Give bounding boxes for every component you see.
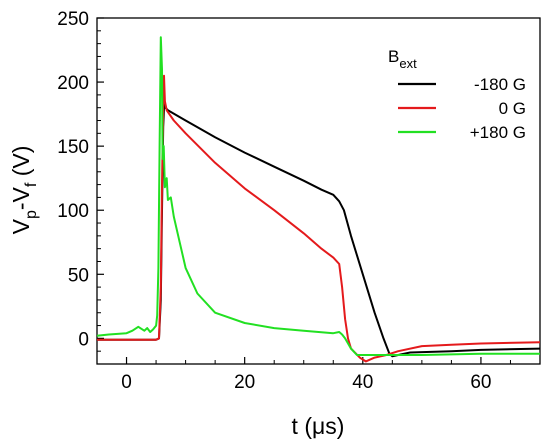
y-tick-label: 50 bbox=[68, 265, 89, 286]
legend-label-0: -180 G bbox=[474, 75, 526, 94]
y-axis-sub-p: p bbox=[23, 210, 40, 219]
x-tick-label: 20 bbox=[234, 372, 255, 393]
x-tick-label: 40 bbox=[352, 372, 373, 393]
x-tick-label: 0 bbox=[121, 372, 132, 393]
plot-area-border bbox=[96, 17, 541, 365]
y-tick-label: 150 bbox=[57, 137, 89, 158]
series-line-1 bbox=[97, 74, 541, 363]
series-line-2 bbox=[96, 36, 540, 356]
x-axis-title: t (μs) bbox=[292, 413, 345, 439]
plot-frame bbox=[96, 17, 541, 365]
tick-labels: 0 20 40 60 0 50 100 150 200 250 bbox=[57, 9, 491, 393]
legend-label-1: 0 G bbox=[499, 99, 526, 118]
x-tick-label: 60 bbox=[470, 372, 491, 393]
y-axis-sub-f: f bbox=[23, 182, 40, 187]
y-tick-label: 250 bbox=[57, 9, 89, 30]
legend-title: Bext bbox=[388, 47, 417, 71]
y-tick-label: 0 bbox=[78, 329, 89, 350]
legend-label-2: +180 G bbox=[470, 123, 526, 142]
y-tick-label: 200 bbox=[57, 73, 89, 94]
plot-series bbox=[96, 36, 541, 363]
legend: Bext -180 G 0 G +180 G bbox=[388, 47, 526, 142]
legend-entries: -180 G 0 G +180 G bbox=[398, 75, 526, 142]
y-axis-title: Vp-Vf (V) bbox=[8, 146, 40, 235]
axis-ticks bbox=[96, 17, 541, 365]
y-tick-label: 100 bbox=[57, 201, 89, 222]
